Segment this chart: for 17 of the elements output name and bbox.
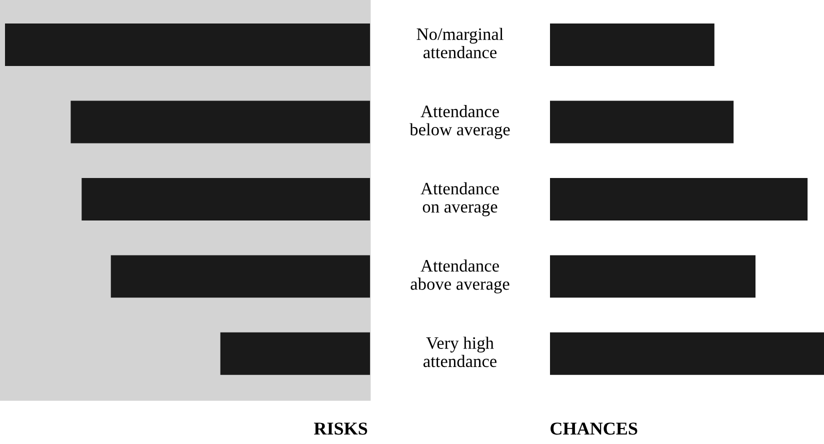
bar: [5, 24, 370, 66]
bar: [550, 332, 824, 375]
bar: [82, 178, 370, 220]
bar: [550, 178, 808, 220]
y-tick-label: Very high attendance: [424, 336, 497, 368]
y-tick-label: Attendance below average: [410, 105, 510, 139]
bar: [550, 255, 756, 298]
y-tick-label: Attendance on average: [420, 182, 499, 216]
x-axis-title: RISKS: [314, 422, 368, 435]
y-tick-label: No/marginal attendance: [416, 28, 504, 58]
bar: [220, 332, 370, 375]
x-axis-title: CHANCES: [550, 422, 638, 435]
bar: [70, 100, 370, 144]
bar: [110, 255, 370, 298]
y-tick-label: Attendance above average: [410, 259, 510, 294]
bar: [550, 24, 714, 66]
bar: [550, 100, 734, 144]
